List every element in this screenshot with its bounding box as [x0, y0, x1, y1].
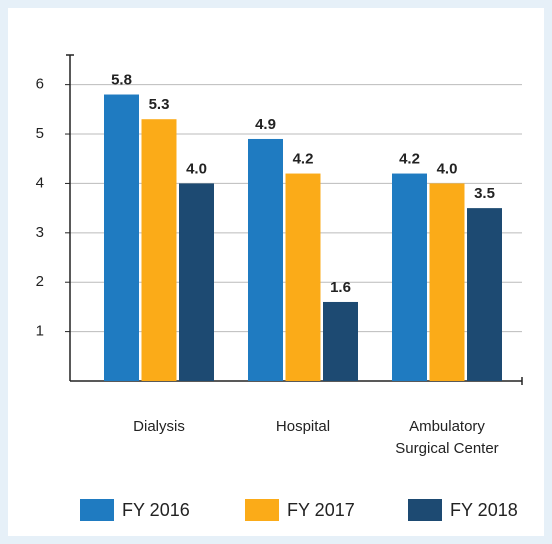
- legend-swatch: [245, 499, 279, 521]
- value-label: 5.3: [149, 96, 170, 113]
- value-label: 3.5: [474, 185, 495, 202]
- y-tick-label: 5: [36, 125, 44, 142]
- y-tick-label: 2: [36, 273, 44, 290]
- legend-label: FY 2017: [287, 500, 355, 520]
- value-label: 4.0: [186, 160, 207, 177]
- x-tick-label: Dialysis: [133, 418, 185, 435]
- legend-label: FY 2016: [122, 500, 190, 520]
- bar: [104, 94, 139, 382]
- value-label: 4.9: [255, 116, 276, 133]
- value-label: 5.8: [111, 71, 132, 88]
- bar: [467, 208, 502, 381]
- bar: [141, 119, 177, 381]
- y-tick-label: 1: [36, 323, 44, 340]
- y-tick-label: 4: [36, 174, 44, 191]
- legend-label: FY 2018: [450, 500, 518, 520]
- legend-swatch: [80, 499, 114, 521]
- value-label: 4.0: [437, 160, 458, 177]
- bar: [429, 183, 465, 381]
- bar: [392, 173, 427, 381]
- bar: [179, 183, 214, 381]
- bar: [248, 138, 283, 381]
- bar: [285, 173, 321, 381]
- x-tick-label: Hospital: [275, 418, 331, 435]
- bar: [323, 301, 358, 381]
- legend-swatch: [408, 499, 442, 521]
- y-tick-label: 3: [36, 224, 44, 241]
- y-tick-label: 6: [36, 76, 44, 93]
- value-label: 4.2: [399, 151, 420, 168]
- value-label: 4.2: [293, 151, 314, 168]
- value-label: 1.6: [330, 279, 351, 296]
- x-tick-label: Ambulatory Surgical Center: [395, 418, 499, 457]
